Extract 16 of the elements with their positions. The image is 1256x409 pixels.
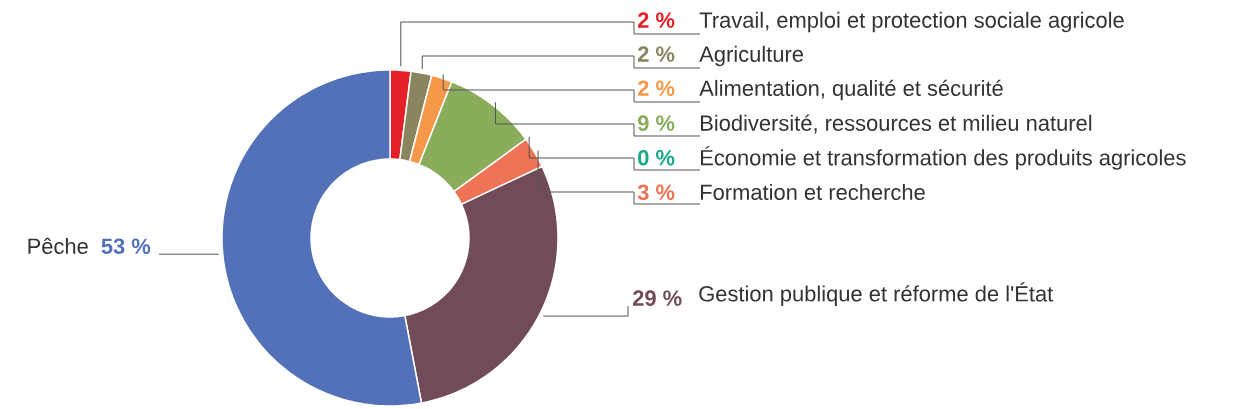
slice-label: Agriculture	[699, 45, 803, 67]
data-label: 9 %	[637, 115, 675, 131]
data-label: 53 %	[101, 238, 151, 254]
slice-label: Biodiversité, ressources et milieu naturel	[701, 114, 1092, 134]
data-label: 2 %	[637, 80, 675, 96]
category-label: Économie et transformation des produits agricoles	[701, 146, 1186, 170]
slice-label: Formation et recherche	[701, 183, 925, 201]
data-label: 29 %	[632, 290, 682, 306]
slice-label: Travail, emploi et protection sociale agricole	[699, 11, 1124, 33]
slice-label: Gestion publique et réforme de l'État	[699, 282, 1054, 306]
data-label: 2 %	[637, 46, 675, 62]
data-label: 3 %	[637, 184, 675, 201]
slice-label: Pêche	[28, 237, 88, 254]
slice-label: Alimentation, qualité et sécurité	[699, 79, 1003, 101]
data-label: 2 %	[637, 12, 675, 28]
text: 0 %	[638, 149, 675, 166]
